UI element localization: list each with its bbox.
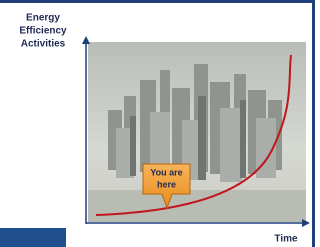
frame-top <box>0 0 315 3</box>
y-axis-label: Efficiency <box>19 26 67 37</box>
frame-block <box>0 228 66 247</box>
y-axis-label: Activities <box>21 39 66 50</box>
y-axis-label: Energy <box>26 13 60 24</box>
slide: You are here Energy Efficiency Activitie… <box>0 0 315 247</box>
page: {"y_axis_label": ["Energy", "Efficiency"… <box>0 0 315 247</box>
y-axis-arrow <box>82 36 90 44</box>
frame-right <box>312 0 315 247</box>
city-image <box>88 42 306 222</box>
callout-text: You are <box>150 167 182 177</box>
x-axis-label: Time <box>274 234 298 245</box>
callout-text: here <box>157 179 176 189</box>
